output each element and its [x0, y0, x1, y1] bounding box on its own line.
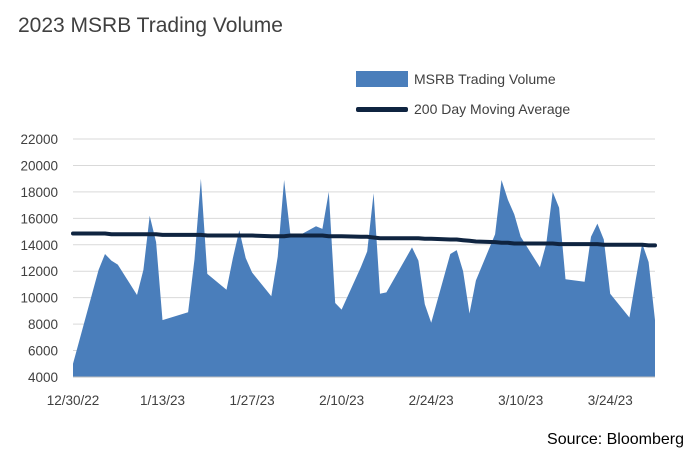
series-area-msrb-trading-volume — [73, 178, 655, 377]
legend-swatch-volume — [356, 71, 408, 87]
legend: MSRB Trading Volume 200 Day Moving Avera… — [356, 64, 570, 124]
legend-entry-moving-average: 200 Day Moving Average — [356, 94, 570, 124]
x-tick-label: 1/27/23 — [230, 393, 275, 408]
legend-label-moving-average: 200 Day Moving Average — [414, 101, 571, 117]
y-tick-label: 18000 — [20, 185, 58, 200]
y-tick-label: 12000 — [20, 264, 58, 279]
y-tick-label: 10000 — [20, 291, 58, 306]
y-tick-label: 8000 — [28, 317, 58, 332]
y-tick-label: 16000 — [20, 211, 58, 226]
legend-entry-volume: MSRB Trading Volume — [356, 64, 570, 94]
series-line-200-day-moving-average — [71, 231, 657, 248]
y-tick-label: 22000 — [20, 132, 58, 147]
legend-label-volume: MSRB Trading Volume — [414, 71, 556, 87]
legend-swatch-moving-average — [356, 106, 408, 112]
x-tick-label: 3/10/23 — [498, 393, 543, 408]
x-tick-label: 1/13/23 — [140, 393, 185, 408]
x-tick-label: 12/30/22 — [47, 393, 100, 408]
y-tick-label: 14000 — [20, 238, 58, 253]
chart-title: 2023 MSRB Trading Volume — [18, 14, 283, 37]
y-tick-label: 6000 — [28, 344, 58, 359]
x-tick-label: 2/24/23 — [409, 393, 454, 408]
source-note: Source: Bloomberg — [547, 431, 684, 448]
y-tick-label: 20000 — [20, 158, 58, 173]
x-tick-label: 2/10/23 — [319, 393, 364, 408]
y-tick-label: 4000 — [28, 370, 58, 385]
x-tick-label: 3/24/23 — [588, 393, 633, 408]
